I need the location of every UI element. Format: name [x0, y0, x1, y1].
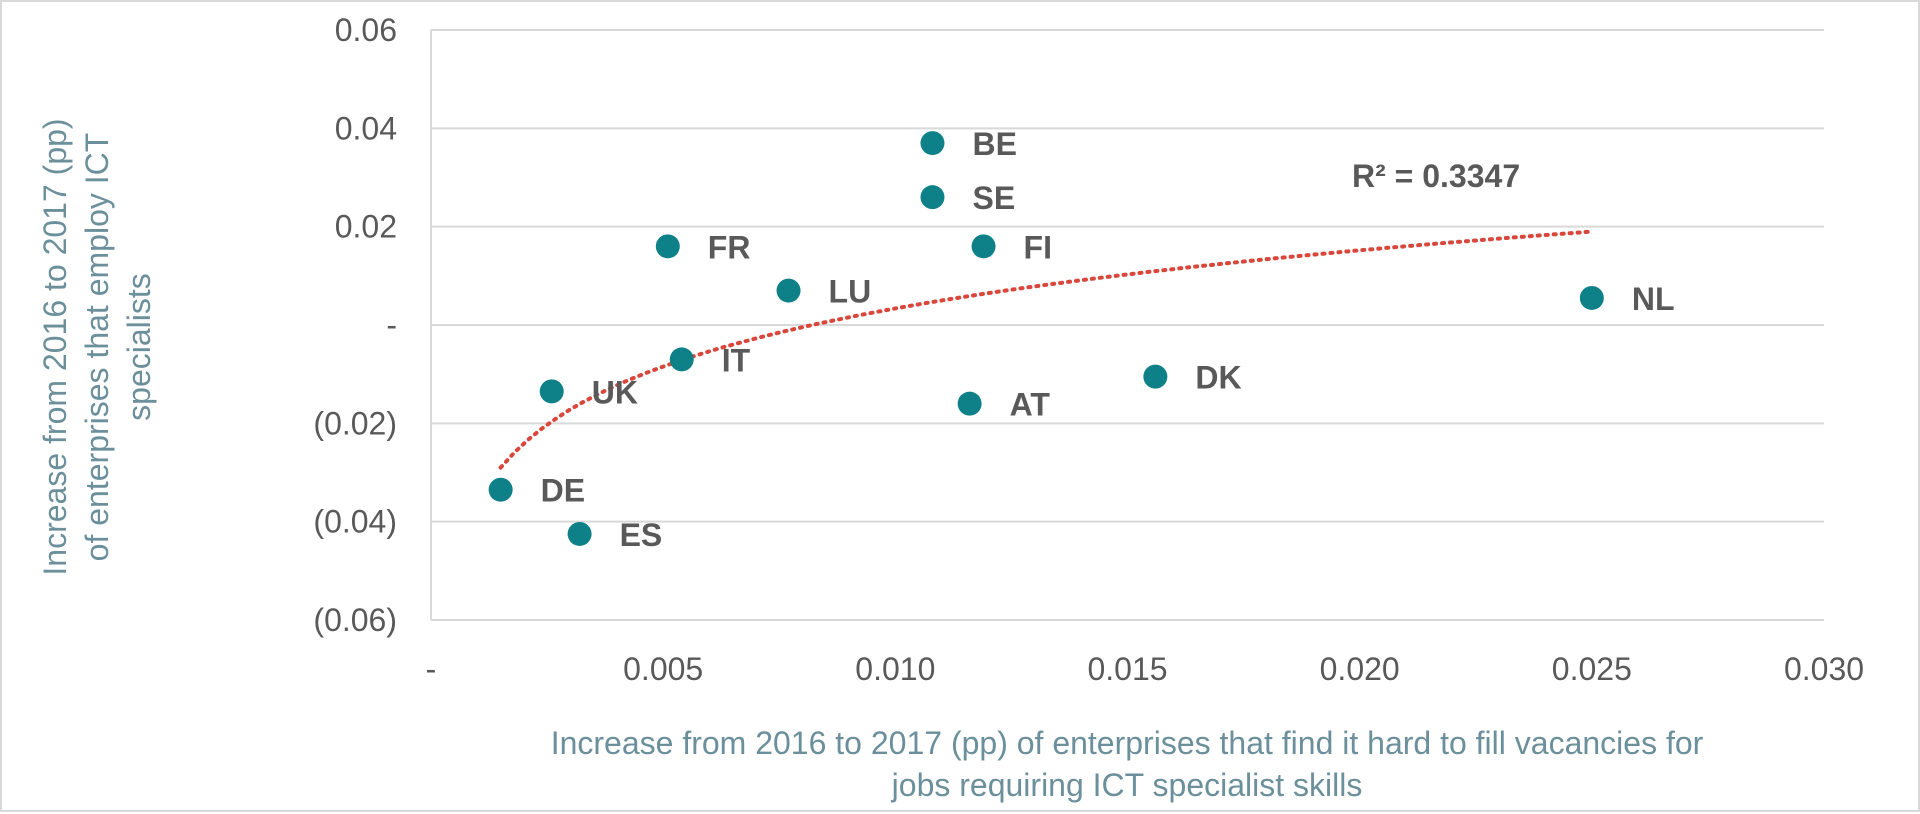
x-tick-label-6: 0.030 — [1784, 651, 1864, 687]
point-label-fi: FI — [1024, 229, 1052, 265]
y-tick-label-3: - — [386, 307, 397, 343]
trendline — [498, 229, 1594, 470]
x-tick-label-1: 0.005 — [623, 651, 703, 687]
point-it — [669, 347, 694, 372]
point-be — [920, 131, 945, 156]
ticks-group: 0.060.040.02-(0.02)(0.04)(0.06)- 0.005 0.0… — [313, 12, 1864, 687]
point-uk — [539, 379, 564, 404]
y-tick-label-1: 0.04 — [335, 110, 397, 146]
point-fi — [971, 234, 996, 259]
point-at — [957, 391, 982, 416]
y-tick-label-5: (0.04) — [313, 504, 397, 540]
y-tick-label-4: (0.02) — [313, 405, 397, 441]
r2-annotation: R² = 0.3347 — [1352, 158, 1520, 194]
y-tick-label-2: 0.02 — [335, 209, 397, 245]
x-tick-label-4: 0.020 — [1320, 651, 1400, 687]
point-nl — [1579, 285, 1604, 310]
point-label-it: IT — [722, 342, 751, 378]
point-es — [567, 521, 592, 546]
grid — [430, 29, 1824, 621]
x-axis-title-line-0: Increase from 2016 to 2017 (pp) of enter… — [551, 725, 1704, 761]
y-tick-label-6: (0.06) — [313, 602, 397, 638]
y-axis-title-line-2: specialists — [121, 273, 157, 421]
point-label-nl: NL — [1632, 281, 1675, 317]
x-axis-title-line-1: jobs requiring ICT specialist skills — [891, 767, 1363, 803]
points-group: BE SE FR FI LU NL IT DK UK AT DE ES — [488, 126, 1675, 553]
y-axis-title: Increase from 2016 to 2017 (pp) of enterp… — [37, 118, 157, 575]
point-de — [488, 477, 513, 502]
point-label-be: BE — [972, 126, 1016, 162]
point-fr — [655, 234, 680, 259]
point-label-fr: FR — [708, 229, 751, 265]
point-label-lu: LU — [829, 274, 872, 310]
point-label-dk: DK — [1195, 360, 1241, 396]
point-se — [920, 185, 945, 210]
y-axis-title-line-1: of enterprises that employ ICT — [79, 133, 115, 562]
x-tick-label-5: 0.025 — [1552, 651, 1632, 687]
point-label-uk: UK — [592, 374, 638, 410]
point-label-es: ES — [620, 517, 663, 553]
x-tick-label-2: 0.010 — [855, 651, 935, 687]
point-label-at: AT — [1010, 387, 1051, 423]
x-tick-label-0: - — [426, 651, 437, 687]
point-label-se: SE — [972, 180, 1015, 216]
point-lu — [776, 278, 801, 303]
x-axis-title: Increase from 2016 to 2017 (pp) of enter… — [551, 725, 1704, 803]
x-tick-label-3: 0.015 — [1087, 651, 1167, 687]
point-label-de: DE — [541, 473, 585, 509]
point-dk — [1143, 364, 1168, 389]
trendline-group — [498, 229, 1594, 470]
y-tick-label-0: 0.06 — [335, 12, 397, 48]
y-axis-title-line-0: Increase from 2016 to 2017 (pp) — [37, 118, 73, 575]
